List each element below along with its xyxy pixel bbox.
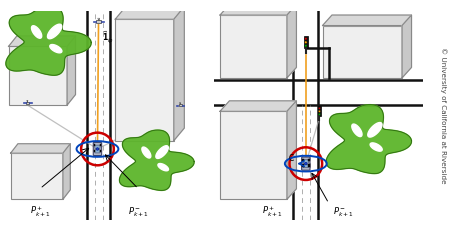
Polygon shape <box>9 36 76 46</box>
Bar <box>179 104 182 106</box>
FancyBboxPatch shape <box>93 142 102 155</box>
Bar <box>93 21 96 22</box>
Polygon shape <box>174 7 184 141</box>
Polygon shape <box>67 36 76 105</box>
Polygon shape <box>352 124 362 137</box>
Polygon shape <box>32 26 42 38</box>
Bar <box>318 106 321 116</box>
Text: $P^-_{k+1}$: $P^-_{k+1}$ <box>333 206 354 219</box>
Circle shape <box>318 113 320 116</box>
Bar <box>100 150 101 152</box>
Circle shape <box>305 41 307 44</box>
Circle shape <box>318 110 320 112</box>
Polygon shape <box>326 105 411 174</box>
FancyBboxPatch shape <box>95 145 100 149</box>
Polygon shape <box>120 130 194 190</box>
Bar <box>308 164 310 167</box>
Circle shape <box>305 162 307 165</box>
Bar <box>176 105 178 106</box>
Text: $P^-_{k+1}$: $P^-_{k+1}$ <box>128 206 148 219</box>
Bar <box>96 20 100 22</box>
Bar <box>302 159 303 161</box>
Bar <box>23 102 26 103</box>
Polygon shape <box>142 147 151 158</box>
Polygon shape <box>220 5 297 15</box>
Bar <box>100 144 101 146</box>
Bar <box>101 21 104 22</box>
Polygon shape <box>368 122 382 137</box>
Text: $P^+_{k+1}$: $P^+_{k+1}$ <box>262 205 283 219</box>
Polygon shape <box>115 7 184 19</box>
Bar <box>304 36 308 48</box>
Circle shape <box>96 148 99 150</box>
Bar <box>323 25 402 78</box>
Polygon shape <box>323 15 411 25</box>
FancyBboxPatch shape <box>302 157 310 170</box>
Bar <box>182 105 184 106</box>
Polygon shape <box>158 164 168 171</box>
Circle shape <box>305 45 307 47</box>
Polygon shape <box>220 101 297 111</box>
Bar <box>302 164 303 167</box>
Text: $P^+_{k+1}$: $P^+_{k+1}$ <box>30 205 50 219</box>
Text: C: C <box>288 154 294 163</box>
Bar <box>94 144 95 146</box>
Circle shape <box>305 37 307 40</box>
Bar <box>308 159 310 161</box>
Polygon shape <box>6 6 91 75</box>
Bar <box>29 102 32 103</box>
Polygon shape <box>287 101 297 199</box>
Polygon shape <box>156 146 168 158</box>
Bar <box>26 102 29 104</box>
Bar <box>9 46 67 105</box>
Circle shape <box>318 107 320 109</box>
Polygon shape <box>11 144 70 153</box>
Text: © University of California at Riverside: © University of California at Riverside <box>440 47 446 184</box>
FancyBboxPatch shape <box>95 150 100 153</box>
Polygon shape <box>402 15 411 78</box>
Bar <box>11 153 63 199</box>
Bar <box>94 150 95 152</box>
Polygon shape <box>287 5 297 78</box>
Bar <box>115 19 174 141</box>
Bar <box>220 111 287 199</box>
Polygon shape <box>370 143 382 151</box>
Polygon shape <box>47 24 62 39</box>
FancyBboxPatch shape <box>303 164 308 168</box>
Polygon shape <box>50 45 62 53</box>
Polygon shape <box>63 144 70 199</box>
Bar <box>220 15 287 78</box>
FancyBboxPatch shape <box>303 160 308 163</box>
Text: $\vec{\mathbf{1}}_{ip}$: $\vec{\mathbf{1}}_{ip}$ <box>102 29 114 45</box>
